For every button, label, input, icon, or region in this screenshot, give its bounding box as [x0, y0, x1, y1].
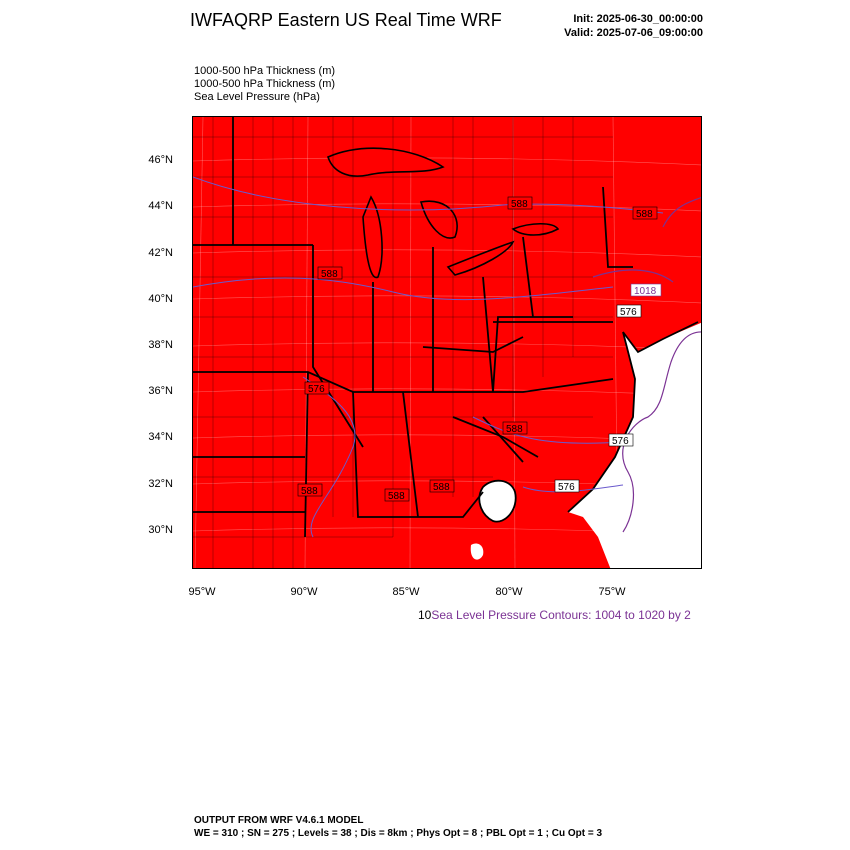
svg-text:588: 588 [321, 269, 338, 280]
field-label-thickness-1: 1000-500 hPa Thickness (m) [194, 65, 336, 77]
map-canvas: 588 588 588 588 576 576 [193, 117, 701, 568]
model-info-line2: WE = 310 ; SN = 275 ; Levels = 38 ; Dis … [194, 828, 603, 839]
model-info-line1: OUTPUT FROM WRF V4.6.1 MODEL [194, 815, 364, 826]
apalachee-bay [479, 480, 516, 522]
lat-label-30n: 30°N [148, 524, 173, 536]
lon-label-95w: 95°W [188, 586, 216, 598]
map-title: IWFAQRP Eastern US Real Time WRF [190, 10, 502, 30]
contour-label: 588 [632, 206, 658, 220]
pressure-contour-label: 1018 [630, 283, 662, 297]
svg-text:588: 588 [301, 486, 318, 497]
contour-info-text: Sea Level Pressure Contours: 1004 to 102… [431, 608, 691, 622]
svg-text:1018: 1018 [634, 286, 657, 297]
contour-label: 588 [507, 196, 533, 210]
lat-label-42n: 42°N [148, 247, 173, 259]
svg-text:588: 588 [388, 491, 405, 502]
lon-label-90w: 90°W [290, 586, 318, 598]
contour-label: 576 [554, 479, 580, 493]
contour-label: 588 [429, 479, 455, 493]
thickness-contours [193, 176, 664, 538]
svg-text:588: 588 [511, 199, 528, 210]
svg-text:576: 576 [612, 436, 629, 447]
lon-label-75w: 75°W [598, 586, 626, 598]
atlantic-ocean [568, 322, 701, 568]
lat-label-40n: 40°N [148, 293, 173, 305]
gulf-of-maine [663, 148, 701, 267]
svg-text:576: 576 [620, 307, 637, 318]
gulf-patch [470, 543, 484, 560]
field-label-pressure: Sea Level Pressure (hPa) [194, 91, 320, 103]
svg-text:588: 588 [433, 482, 450, 493]
lat-label-36n: 36°N [148, 385, 173, 397]
thickness-contour-labels: 588 588 588 588 576 576 [297, 196, 658, 502]
contour-label: 588 [502, 421, 528, 435]
svg-text:588: 588 [636, 209, 653, 220]
contour-label: 576 [608, 433, 634, 447]
contour-label: 588 [317, 266, 343, 280]
contour-info-lead: 10 [418, 608, 432, 622]
lat-label-44n: 44°N [148, 200, 173, 212]
lat-label-46n: 46°N [148, 154, 173, 166]
field-label-thickness-2: 1000-500 hPa Thickness (m) [194, 78, 336, 90]
init-time: Init: 2025-06-30_00:00:00 [573, 13, 703, 25]
svg-text:588: 588 [506, 424, 523, 435]
lat-label-34n: 34°N [148, 431, 173, 443]
lon-label-85w: 85°W [392, 586, 420, 598]
lake-huron [419, 200, 458, 239]
lon-label-80w: 80°W [495, 586, 523, 598]
lat-label-32n: 32°N [148, 478, 173, 490]
county-boundaries [193, 117, 613, 568]
svg-text:576: 576 [308, 384, 325, 395]
map-panel: 588 588 588 588 576 576 [192, 116, 702, 569]
lake-superior [327, 147, 445, 177]
contour-label: 588 [384, 488, 410, 502]
valid-time: Valid: 2025-07-06_09:00:00 [564, 27, 703, 39]
lat-label-38n: 38°N [148, 339, 173, 351]
pressure-contours [592, 197, 701, 533]
contour-label: 576 [616, 304, 642, 318]
contour-label: 576 [304, 381, 330, 395]
svg-text:576: 576 [558, 482, 575, 493]
lake-ontario [511, 222, 560, 236]
contour-info: 10Sea Level Pressure Contours: 1004 to 1… [418, 608, 691, 622]
contour-label: 588 [297, 483, 323, 497]
